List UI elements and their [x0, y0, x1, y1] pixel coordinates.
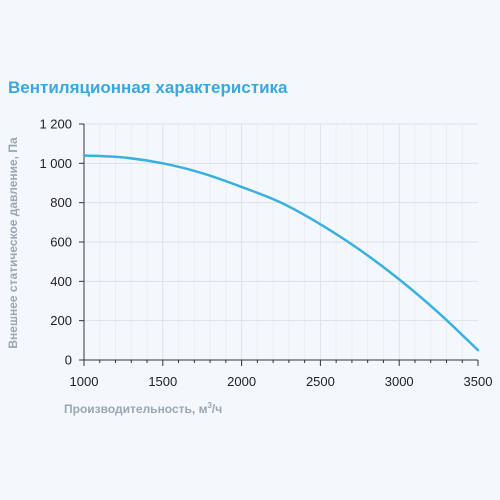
x-tick-label: 1000 — [70, 374, 99, 389]
y-tick-label: 1 200 — [39, 117, 72, 132]
series-layer — [82, 154, 480, 352]
x-axis-title: Производительность, м3/ч — [64, 401, 222, 416]
y-tick-label: 0 — [65, 353, 72, 368]
x-tick-label: 2000 — [227, 374, 256, 389]
y-tick-label: 200 — [50, 313, 72, 328]
y-tick-label: 800 — [50, 195, 72, 210]
y-tick-label: 1 000 — [39, 156, 72, 171]
y-tick-label: 400 — [50, 274, 72, 289]
x-tick-label: 1500 — [148, 374, 177, 389]
x-tick-label: 2500 — [306, 374, 335, 389]
y-axis-title: Внешнее статическое давление, Па — [6, 137, 20, 349]
x-tick-label: 3500 — [464, 374, 493, 389]
x-tick-label: 3000 — [385, 374, 414, 389]
series-line — [82, 154, 480, 352]
chart-title: Вентиляционная характеристика — [8, 78, 288, 97]
y-tick-label: 600 — [50, 235, 72, 250]
